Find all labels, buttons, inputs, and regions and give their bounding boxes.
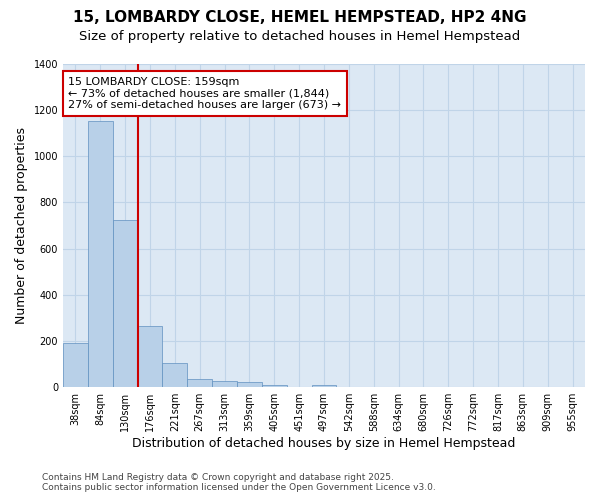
Bar <box>137 326 163 387</box>
Bar <box>237 382 262 387</box>
Text: 15, LOMBARDY CLOSE, HEMEL HEMPSTEAD, HP2 4NG: 15, LOMBARDY CLOSE, HEMEL HEMPSTEAD, HP2… <box>73 10 527 25</box>
Bar <box>163 363 187 387</box>
Bar <box>311 385 337 387</box>
Bar <box>113 220 137 387</box>
Bar <box>212 380 237 387</box>
Bar <box>262 385 287 387</box>
Text: Size of property relative to detached houses in Hemel Hempstead: Size of property relative to detached ho… <box>79 30 521 43</box>
Text: 15 LOMBARDY CLOSE: 159sqm
← 73% of detached houses are smaller (1,844)
27% of se: 15 LOMBARDY CLOSE: 159sqm ← 73% of detac… <box>68 77 341 110</box>
X-axis label: Distribution of detached houses by size in Hemel Hempstead: Distribution of detached houses by size … <box>133 437 516 450</box>
Bar <box>88 120 113 387</box>
Bar <box>63 343 88 387</box>
Y-axis label: Number of detached properties: Number of detached properties <box>15 127 28 324</box>
Text: Contains HM Land Registry data © Crown copyright and database right 2025.
Contai: Contains HM Land Registry data © Crown c… <box>42 473 436 492</box>
Bar <box>187 379 212 387</box>
